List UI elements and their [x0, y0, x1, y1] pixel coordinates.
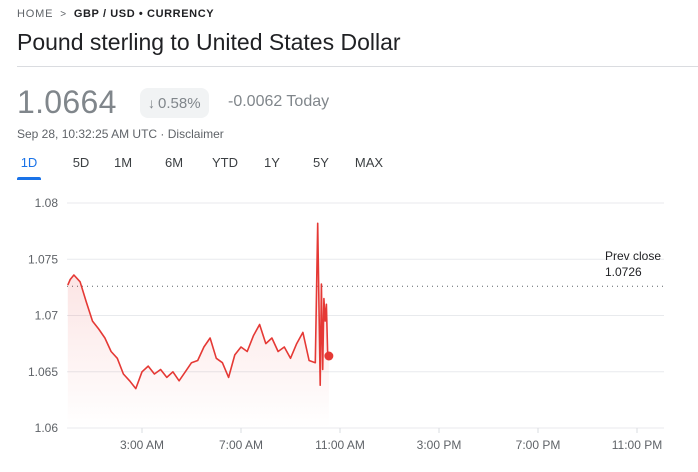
disclaimer-link[interactable]: Disclaimer	[167, 127, 224, 141]
page-title: Pound sterling to United States Dollar	[17, 29, 401, 55]
current-price-dot	[324, 351, 334, 361]
breadcrumb: HOME > GBP / USD • CURRENCY	[17, 8, 214, 20]
y-tick-label: 1.075	[28, 252, 58, 266]
tab-5y[interactable]: 5Y	[313, 155, 329, 170]
percent-change-badge: ↓ 0.58%	[140, 88, 209, 118]
tab-1y[interactable]: 1Y	[264, 155, 280, 170]
y-tick-label: 1.065	[28, 365, 58, 379]
prev-close-annotation: Prev close 1.0726	[605, 248, 661, 280]
tab-6m[interactable]: 6M	[164, 155, 184, 170]
arrow-down-icon: ↓	[148, 95, 155, 111]
tab-ytd[interactable]: YTD	[212, 155, 238, 170]
x-tick-label: 3:00 AM	[120, 438, 164, 452]
price-chart[interactable]: 1.08 1.075 1.07 1.065 1.06 3:00 AM 7:00 AM 11:0…	[0, 190, 698, 472]
tab-1m[interactable]: 1M	[113, 155, 133, 170]
breadcrumb-current: GBP / USD • CURRENCY	[73, 8, 215, 20]
series-area	[67, 223, 329, 428]
prev-close-value: 1.0726	[605, 265, 642, 279]
timestamp-line: Sep 28, 10:32:25 AM UTC · Disclaimer	[17, 127, 224, 141]
x-tick-label: 11:00 PM	[612, 438, 662, 452]
tab-1d[interactable]: 1D	[17, 155, 41, 180]
y-tick-label: 1.06	[35, 421, 59, 435]
percent-change-value: 0.58%	[158, 94, 201, 112]
tab-5d[interactable]: 5D	[72, 155, 90, 170]
x-tick-label: 7:00 AM	[219, 438, 263, 452]
y-tick-label: 1.08	[35, 196, 59, 210]
x-tick-label: 7:00 PM	[516, 438, 561, 452]
tab-max[interactable]: MAX	[354, 155, 384, 170]
price-chart-svg: 1.08 1.075 1.07 1.065 1.06 3:00 AM 7:00 AM 11:0…	[28, 196, 664, 452]
timestamp: Sep 28, 10:32:25 AM UTC	[17, 127, 158, 141]
chevron-right-icon: >	[60, 8, 67, 20]
x-tick-label: 3:00 PM	[417, 438, 462, 452]
prev-close-label: Prev close	[605, 249, 662, 263]
series-line	[67, 222, 330, 390]
header-divider	[17, 66, 698, 67]
timestamp-separator: ·	[157, 127, 168, 141]
current-price: 1.0664	[17, 84, 117, 120]
absolute-change: -0.0062 Today	[228, 93, 330, 110]
y-tick-label: 1.07	[35, 309, 59, 323]
x-tick-label: 11:00 AM	[315, 438, 365, 452]
breadcrumb-home-link[interactable]: HOME	[17, 8, 54, 20]
range-tabs: 1D 5D 1M 6M YTD 1Y 5Y MAX	[17, 155, 385, 180]
